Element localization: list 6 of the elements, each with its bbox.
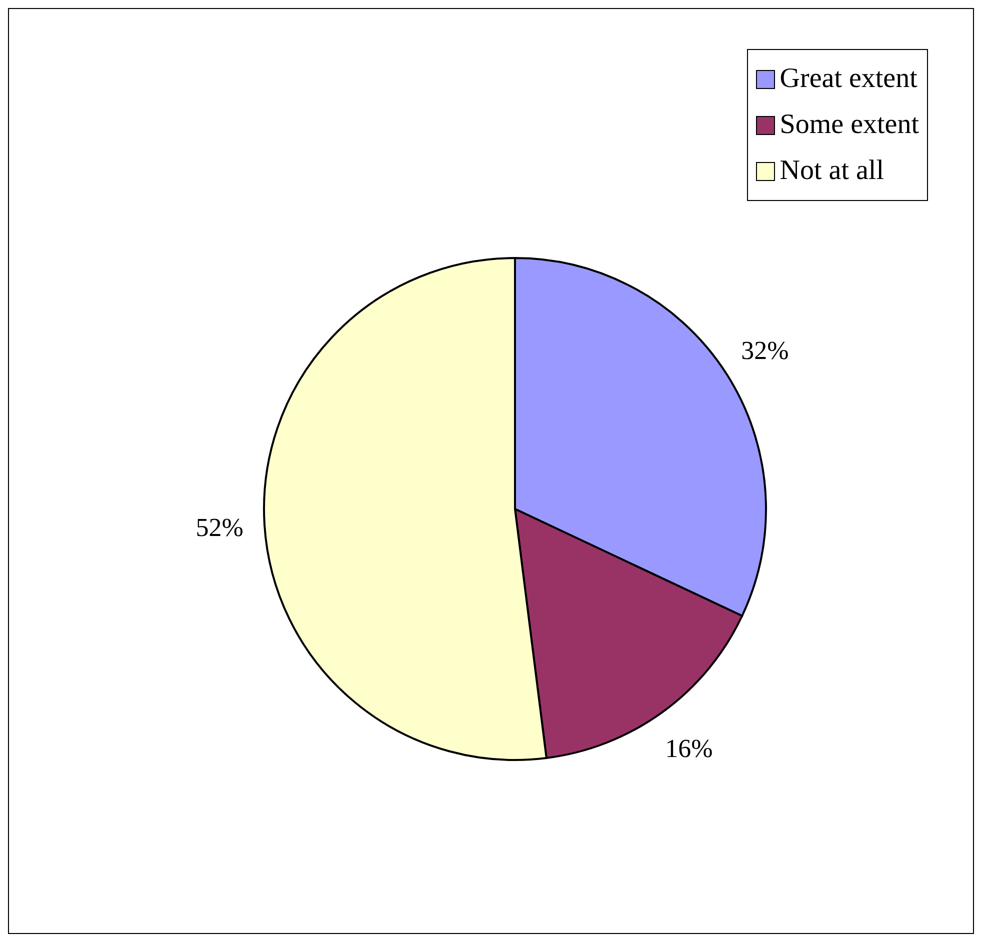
data-label: 52% — [196, 513, 244, 542]
legend-label: Not at all — [780, 154, 884, 188]
legend-label: Some extent — [780, 108, 919, 142]
data-label: 32% — [741, 336, 789, 365]
data-label: 16% — [665, 734, 713, 763]
legend-label: Great extent — [780, 62, 918, 96]
